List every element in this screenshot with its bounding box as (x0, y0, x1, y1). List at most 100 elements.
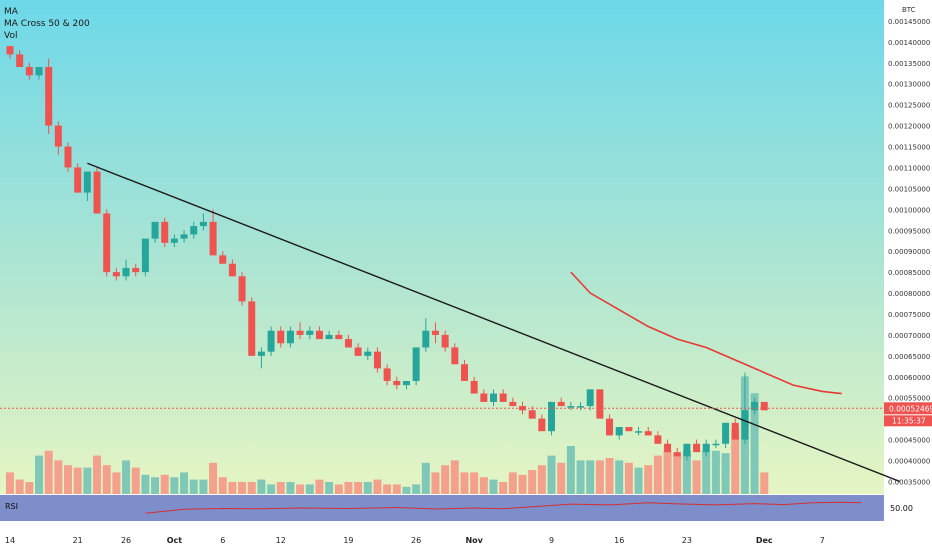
volume-bar (721, 453, 730, 494)
volume-bar (112, 472, 121, 494)
rsi-series-line (145, 501, 861, 514)
candle-body (296, 330, 304, 335)
candle-body (364, 351, 372, 356)
price-tick-label: 0.00055000 (888, 395, 930, 403)
candle-body (306, 330, 314, 335)
candle-body (103, 213, 111, 273)
volume-bar (151, 477, 160, 494)
price-tick-label: 0.00045000 (888, 437, 930, 445)
volume-bar (731, 429, 740, 494)
candle-body (412, 347, 420, 381)
volume-bar (122, 460, 131, 494)
volume-bar (537, 465, 546, 494)
price-tick-label: 0.00065000 (888, 353, 930, 361)
candle-body (257, 351, 265, 356)
price-tick-label: 0.00110000 (888, 164, 930, 172)
candle-body (490, 393, 497, 402)
price-axis-background (884, 0, 932, 550)
volume-bar (634, 467, 643, 494)
legend-ma[interactable]: MA (4, 7, 18, 17)
volume-bar (344, 482, 353, 494)
volume-bar (595, 460, 604, 494)
candle-body (586, 389, 594, 407)
volume-bar (566, 446, 575, 494)
volume-bar (209, 462, 218, 494)
volume-bar (334, 484, 343, 494)
candle-body (219, 255, 227, 264)
volume-bar (586, 460, 595, 494)
candle-body (480, 393, 488, 402)
price-badge-text: 0.00052469 (889, 404, 932, 413)
candle-body (112, 272, 120, 277)
price-tick-label: 0.00125000 (888, 102, 930, 110)
volume-bar (325, 482, 334, 494)
candle-body (625, 427, 633, 432)
volume-bar (170, 477, 179, 494)
volume-bar (392, 484, 401, 494)
volume-bar (247, 482, 256, 494)
candle-body (577, 406, 585, 408)
candle-body (45, 66, 53, 126)
legend-ma-cross[interactable]: MA Cross 50 & 200 (4, 19, 90, 29)
volume-bar (760, 472, 769, 494)
candle-body (190, 226, 198, 235)
rsi-value: 50.00 (890, 504, 913, 513)
price-tick-label: 0.00135000 (888, 60, 930, 68)
volume-bar (673, 453, 682, 494)
candle-body (557, 401, 565, 407)
time-axis-background (0, 521, 884, 550)
volume-bar (83, 467, 92, 494)
volume-bar (460, 472, 469, 494)
price-tick-label: 0.00120000 (888, 123, 930, 131)
candle-body (199, 221, 207, 227)
candle-body (596, 389, 604, 419)
candle-body (228, 263, 236, 277)
candle-body (519, 406, 527, 411)
volume-bar (653, 455, 662, 494)
time-tick-label: 9 (549, 536, 554, 545)
candle-body (509, 401, 517, 407)
time-tick-label: Nov (465, 536, 483, 545)
volume-bar (663, 450, 672, 494)
volume-bar (64, 465, 73, 494)
candle-body (6, 46, 14, 55)
volume-bar (441, 465, 450, 494)
volume-bar (286, 482, 295, 494)
price-tick-label: 0.00080000 (888, 290, 930, 298)
candle-body (373, 351, 381, 369)
volume-bar (160, 474, 169, 494)
candle-body (344, 339, 352, 348)
candle-body (422, 330, 430, 348)
ma-line (570, 271, 842, 395)
candle-body (151, 221, 159, 239)
candle-body (161, 221, 169, 243)
volume-bar (54, 460, 63, 494)
candlesticks (6, 46, 768, 461)
volume-bar (711, 450, 720, 494)
candle-body (170, 238, 178, 243)
rsi-label: RSI (5, 502, 18, 511)
legend-vol[interactable]: Vol (4, 31, 18, 41)
volume-bar (180, 472, 189, 494)
candle-body (441, 334, 449, 348)
candle-body (83, 171, 91, 193)
candle-body (683, 443, 691, 457)
candle-body (209, 221, 217, 256)
candle-body (402, 380, 410, 386)
candle-body (141, 238, 149, 273)
price-tick-label: 0.00070000 (888, 332, 930, 340)
candle-body (267, 330, 275, 352)
candle-body (606, 418, 614, 436)
candle-body (335, 334, 343, 340)
candle-body (315, 330, 323, 340)
volume-bar (402, 486, 411, 494)
candle-body (548, 401, 556, 432)
candle-body (25, 66, 33, 76)
candle-body (654, 435, 662, 444)
countdown-text: 11:35:37 (892, 416, 926, 425)
candle-body (673, 452, 681, 457)
volume-bar (450, 460, 459, 494)
volume-bar (35, 455, 44, 494)
candle-body (615, 427, 623, 436)
